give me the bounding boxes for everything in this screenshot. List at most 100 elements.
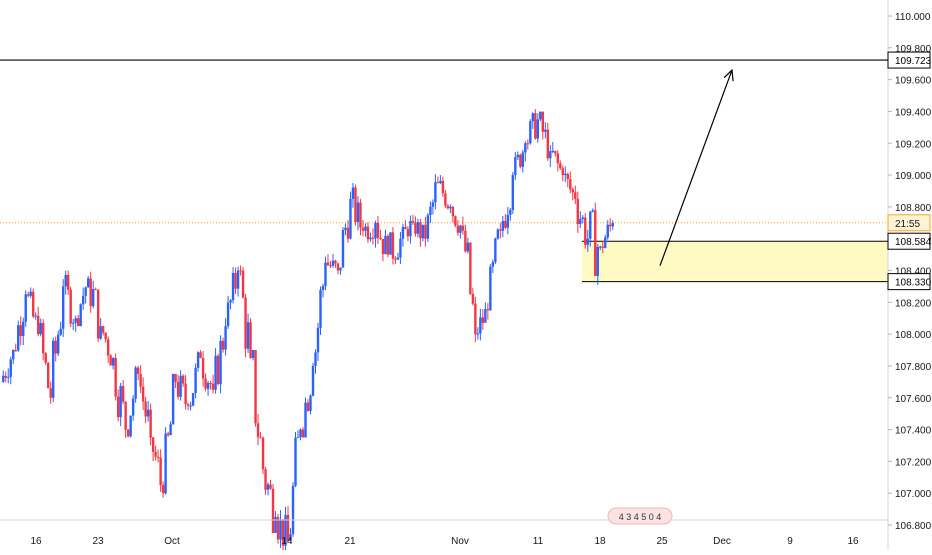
candle-body bbox=[514, 157, 517, 176]
candle bbox=[269, 479, 272, 490]
zone-top-price-label-box bbox=[887, 232, 931, 250]
candle bbox=[64, 270, 67, 295]
candle-body bbox=[179, 375, 182, 397]
candle-body bbox=[181, 375, 185, 384]
candle-body bbox=[52, 340, 55, 398]
candle-body bbox=[606, 224, 609, 238]
candle-body bbox=[29, 291, 32, 296]
candle bbox=[604, 234, 607, 249]
candle bbox=[459, 224, 462, 239]
candle bbox=[126, 428, 130, 438]
candle bbox=[501, 215, 505, 238]
candle-body bbox=[79, 304, 82, 327]
candle bbox=[81, 287, 85, 310]
candle-body bbox=[84, 287, 87, 296]
candle-body bbox=[251, 350, 255, 358]
candle-body bbox=[551, 150, 554, 152]
candle-body bbox=[344, 227, 347, 231]
candle bbox=[449, 204, 452, 213]
price-axis[interactable]: 110.000 109.800 109.600 109.400 109.200 109.0… bbox=[887, 0, 932, 550]
candle-body bbox=[464, 230, 467, 252]
candle bbox=[234, 267, 237, 295]
candle bbox=[366, 222, 370, 243]
candle bbox=[17, 320, 20, 352]
candle bbox=[359, 198, 362, 236]
candle-body bbox=[201, 357, 205, 379]
candle bbox=[591, 208, 594, 213]
candle bbox=[86, 275, 90, 288]
candle-body bbox=[304, 402, 307, 438]
candle bbox=[309, 394, 312, 415]
candle-body bbox=[391, 232, 395, 259]
resistance-price-label: 109.723 bbox=[887, 51, 932, 69]
price-tick-label: 110.000 bbox=[895, 12, 931, 23]
candle-body bbox=[164, 433, 167, 494]
candle bbox=[586, 229, 589, 252]
candle-body bbox=[474, 303, 477, 335]
candle bbox=[201, 351, 205, 387]
candle-body bbox=[356, 202, 360, 222]
candle-body bbox=[276, 517, 280, 540]
time-tick-label: Nov bbox=[451, 536, 469, 547]
candle bbox=[224, 318, 227, 356]
candle-body bbox=[494, 238, 497, 263]
time-axis[interactable]: 16 23 Oct 14 21 Nov 11 18 25 Dec 9 16 bbox=[0, 519, 888, 547]
candle bbox=[91, 280, 95, 309]
candle-body bbox=[104, 332, 107, 340]
candle bbox=[531, 112, 535, 130]
candle-body bbox=[224, 326, 227, 350]
candle bbox=[334, 259, 337, 268]
candle bbox=[391, 226, 395, 265]
candle bbox=[479, 308, 482, 341]
candle-body bbox=[476, 333, 480, 335]
candle-body bbox=[279, 519, 282, 540]
candle bbox=[516, 151, 520, 161]
candle bbox=[74, 315, 77, 332]
candle-body bbox=[409, 221, 412, 237]
candle bbox=[141, 377, 145, 410]
candle bbox=[79, 303, 82, 327]
support-zone-layer bbox=[582, 240, 888, 283]
candle-body bbox=[421, 224, 425, 239]
candle bbox=[316, 322, 320, 361]
candle-body bbox=[271, 488, 275, 533]
candle-body bbox=[564, 173, 567, 176]
candle-body bbox=[34, 315, 37, 317]
candle bbox=[466, 237, 470, 254]
candle bbox=[174, 373, 177, 389]
candle-body bbox=[189, 405, 192, 407]
candle bbox=[321, 283, 325, 298]
candle bbox=[2, 370, 5, 383]
candle-body bbox=[419, 222, 422, 239]
candle-body bbox=[196, 352, 200, 368]
candle bbox=[384, 229, 387, 255]
candle bbox=[121, 380, 125, 405]
candle bbox=[161, 481, 165, 498]
candle-body bbox=[14, 350, 17, 352]
candle-body bbox=[86, 278, 90, 288]
candle bbox=[276, 514, 280, 544]
candle bbox=[431, 199, 435, 215]
price-tick-label: 106.800 bbox=[895, 521, 932, 532]
candle-body bbox=[609, 224, 612, 227]
candle-body bbox=[156, 456, 160, 458]
candle-body bbox=[291, 485, 295, 535]
price-tick-label: 108.800 bbox=[895, 203, 932, 214]
candle bbox=[441, 176, 445, 197]
candle-body bbox=[366, 226, 370, 240]
candle-body bbox=[261, 437, 265, 470]
candle bbox=[401, 224, 405, 247]
candle bbox=[524, 141, 527, 162]
candle bbox=[326, 254, 330, 267]
candle-body bbox=[166, 433, 170, 436]
candle bbox=[609, 218, 612, 232]
candle-body bbox=[571, 189, 574, 193]
candle-body bbox=[451, 206, 455, 217]
candle bbox=[54, 336, 57, 362]
candle bbox=[349, 191, 352, 240]
price-labels-layer: 109.723 108.584 108.330 21:55 bbox=[887, 51, 932, 291]
price-tick-label: 109.800 bbox=[895, 44, 932, 55]
candle-body bbox=[431, 202, 435, 207]
candle bbox=[229, 298, 232, 310]
candle bbox=[319, 286, 322, 335]
